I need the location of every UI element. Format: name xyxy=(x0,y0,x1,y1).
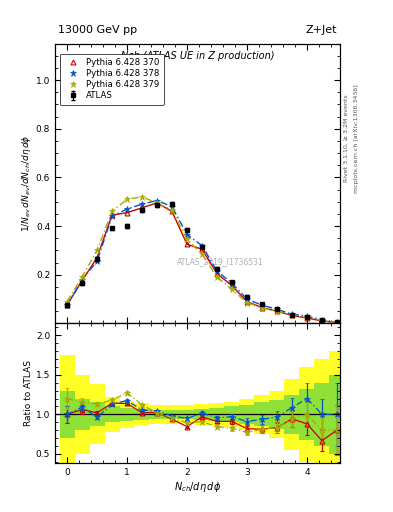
Pythia 6.428 379 xyxy=(275,308,279,314)
Text: ATLAS_2019_I1736531: ATLAS_2019_I1736531 xyxy=(177,258,264,266)
Pythia 6.428 378 xyxy=(95,258,99,264)
Pythia 6.428 370 xyxy=(260,305,264,311)
Pythia 6.428 378 xyxy=(154,198,159,204)
Pythia 6.428 379 xyxy=(320,317,324,324)
Text: 13000 GeV pp: 13000 GeV pp xyxy=(58,25,137,35)
Pythia 6.428 370 xyxy=(230,283,234,289)
Pythia 6.428 370 xyxy=(80,278,84,284)
Pythia 6.428 379 xyxy=(244,300,249,306)
Pythia 6.428 379 xyxy=(154,200,159,206)
Pythia 6.428 370 xyxy=(65,302,70,308)
Pythia 6.428 378 xyxy=(334,319,339,325)
Pythia 6.428 379 xyxy=(215,274,219,280)
Pythia 6.428 370 xyxy=(334,319,339,326)
Y-axis label: Ratio to ATLAS: Ratio to ATLAS xyxy=(24,360,33,426)
Text: Rivet 3.1.10, ≥ 3.2M events: Rivet 3.1.10, ≥ 3.2M events xyxy=(344,94,349,182)
Pythia 6.428 378 xyxy=(125,206,129,212)
Pythia 6.428 378 xyxy=(275,306,279,312)
Pythia 6.428 378 xyxy=(185,231,189,238)
Pythia 6.428 378 xyxy=(320,317,324,323)
Pythia 6.428 379 xyxy=(200,251,204,257)
Pythia 6.428 378 xyxy=(110,214,114,220)
Pythia 6.428 370 xyxy=(110,212,114,218)
Pythia 6.428 378 xyxy=(260,302,264,308)
Pythia 6.428 378 xyxy=(230,280,234,286)
Pythia 6.428 379 xyxy=(260,305,264,311)
X-axis label: $N_{ch}/d\eta\,d\phi$: $N_{ch}/d\eta\,d\phi$ xyxy=(174,480,221,494)
Pythia 6.428 370 xyxy=(125,209,129,216)
Pythia 6.428 378 xyxy=(244,296,249,302)
Pythia 6.428 370 xyxy=(154,200,159,206)
Pythia 6.428 379 xyxy=(140,194,144,200)
Pythia 6.428 370 xyxy=(215,270,219,276)
Pythia 6.428 370 xyxy=(140,205,144,211)
Pythia 6.428 379 xyxy=(334,319,339,326)
Pythia 6.428 378 xyxy=(140,201,144,207)
Pythia 6.428 379 xyxy=(305,314,309,321)
Pythia 6.428 370 xyxy=(320,318,324,324)
Pythia 6.428 378 xyxy=(290,311,294,317)
Pythia 6.428 379 xyxy=(65,298,70,305)
Pythia 6.428 378 xyxy=(170,203,174,209)
Pythia 6.428 370 xyxy=(200,246,204,252)
Pythia 6.428 370 xyxy=(170,208,174,215)
Pythia 6.428 379 xyxy=(95,247,99,253)
Pythia 6.428 379 xyxy=(185,237,189,243)
Text: Nch (ATLAS UE in Z production): Nch (ATLAS UE in Z production) xyxy=(121,51,274,60)
Pythia 6.428 378 xyxy=(305,313,309,319)
Pythia 6.428 379 xyxy=(110,208,114,215)
Line: Pythia 6.428 379: Pythia 6.428 379 xyxy=(64,194,340,326)
Legend: Pythia 6.428 370, Pythia 6.428 378, Pythia 6.428 379, ATLAS: Pythia 6.428 370, Pythia 6.428 378, Pyth… xyxy=(60,54,164,105)
Pythia 6.428 370 xyxy=(275,308,279,314)
Pythia 6.428 379 xyxy=(80,274,84,280)
Text: Z+Jet: Z+Jet xyxy=(306,25,337,35)
Pythia 6.428 379 xyxy=(125,196,129,202)
Pythia 6.428 378 xyxy=(200,243,204,249)
Pythia 6.428 370 xyxy=(244,298,249,305)
Pythia 6.428 378 xyxy=(80,276,84,283)
Pythia 6.428 370 xyxy=(290,312,294,318)
Pythia 6.428 379 xyxy=(170,207,174,214)
Y-axis label: $1/N_{ev}\,dN_{ev}/dN_{ch}/d\eta\,d\phi$: $1/N_{ev}\,dN_{ev}/dN_{ch}/d\eta\,d\phi$ xyxy=(20,135,33,232)
Line: Pythia 6.428 370: Pythia 6.428 370 xyxy=(64,201,340,325)
Pythia 6.428 378 xyxy=(65,302,70,308)
Pythia 6.428 370 xyxy=(185,241,189,247)
Pythia 6.428 370 xyxy=(305,315,309,321)
Pythia 6.428 379 xyxy=(290,312,294,318)
Text: mcplots.cern.ch [arXiv:1306.3436]: mcplots.cern.ch [arXiv:1306.3436] xyxy=(354,84,359,193)
Line: Pythia 6.428 378: Pythia 6.428 378 xyxy=(64,198,340,325)
Pythia 6.428 370 xyxy=(95,254,99,261)
Pythia 6.428 379 xyxy=(230,286,234,292)
Pythia 6.428 378 xyxy=(215,268,219,274)
